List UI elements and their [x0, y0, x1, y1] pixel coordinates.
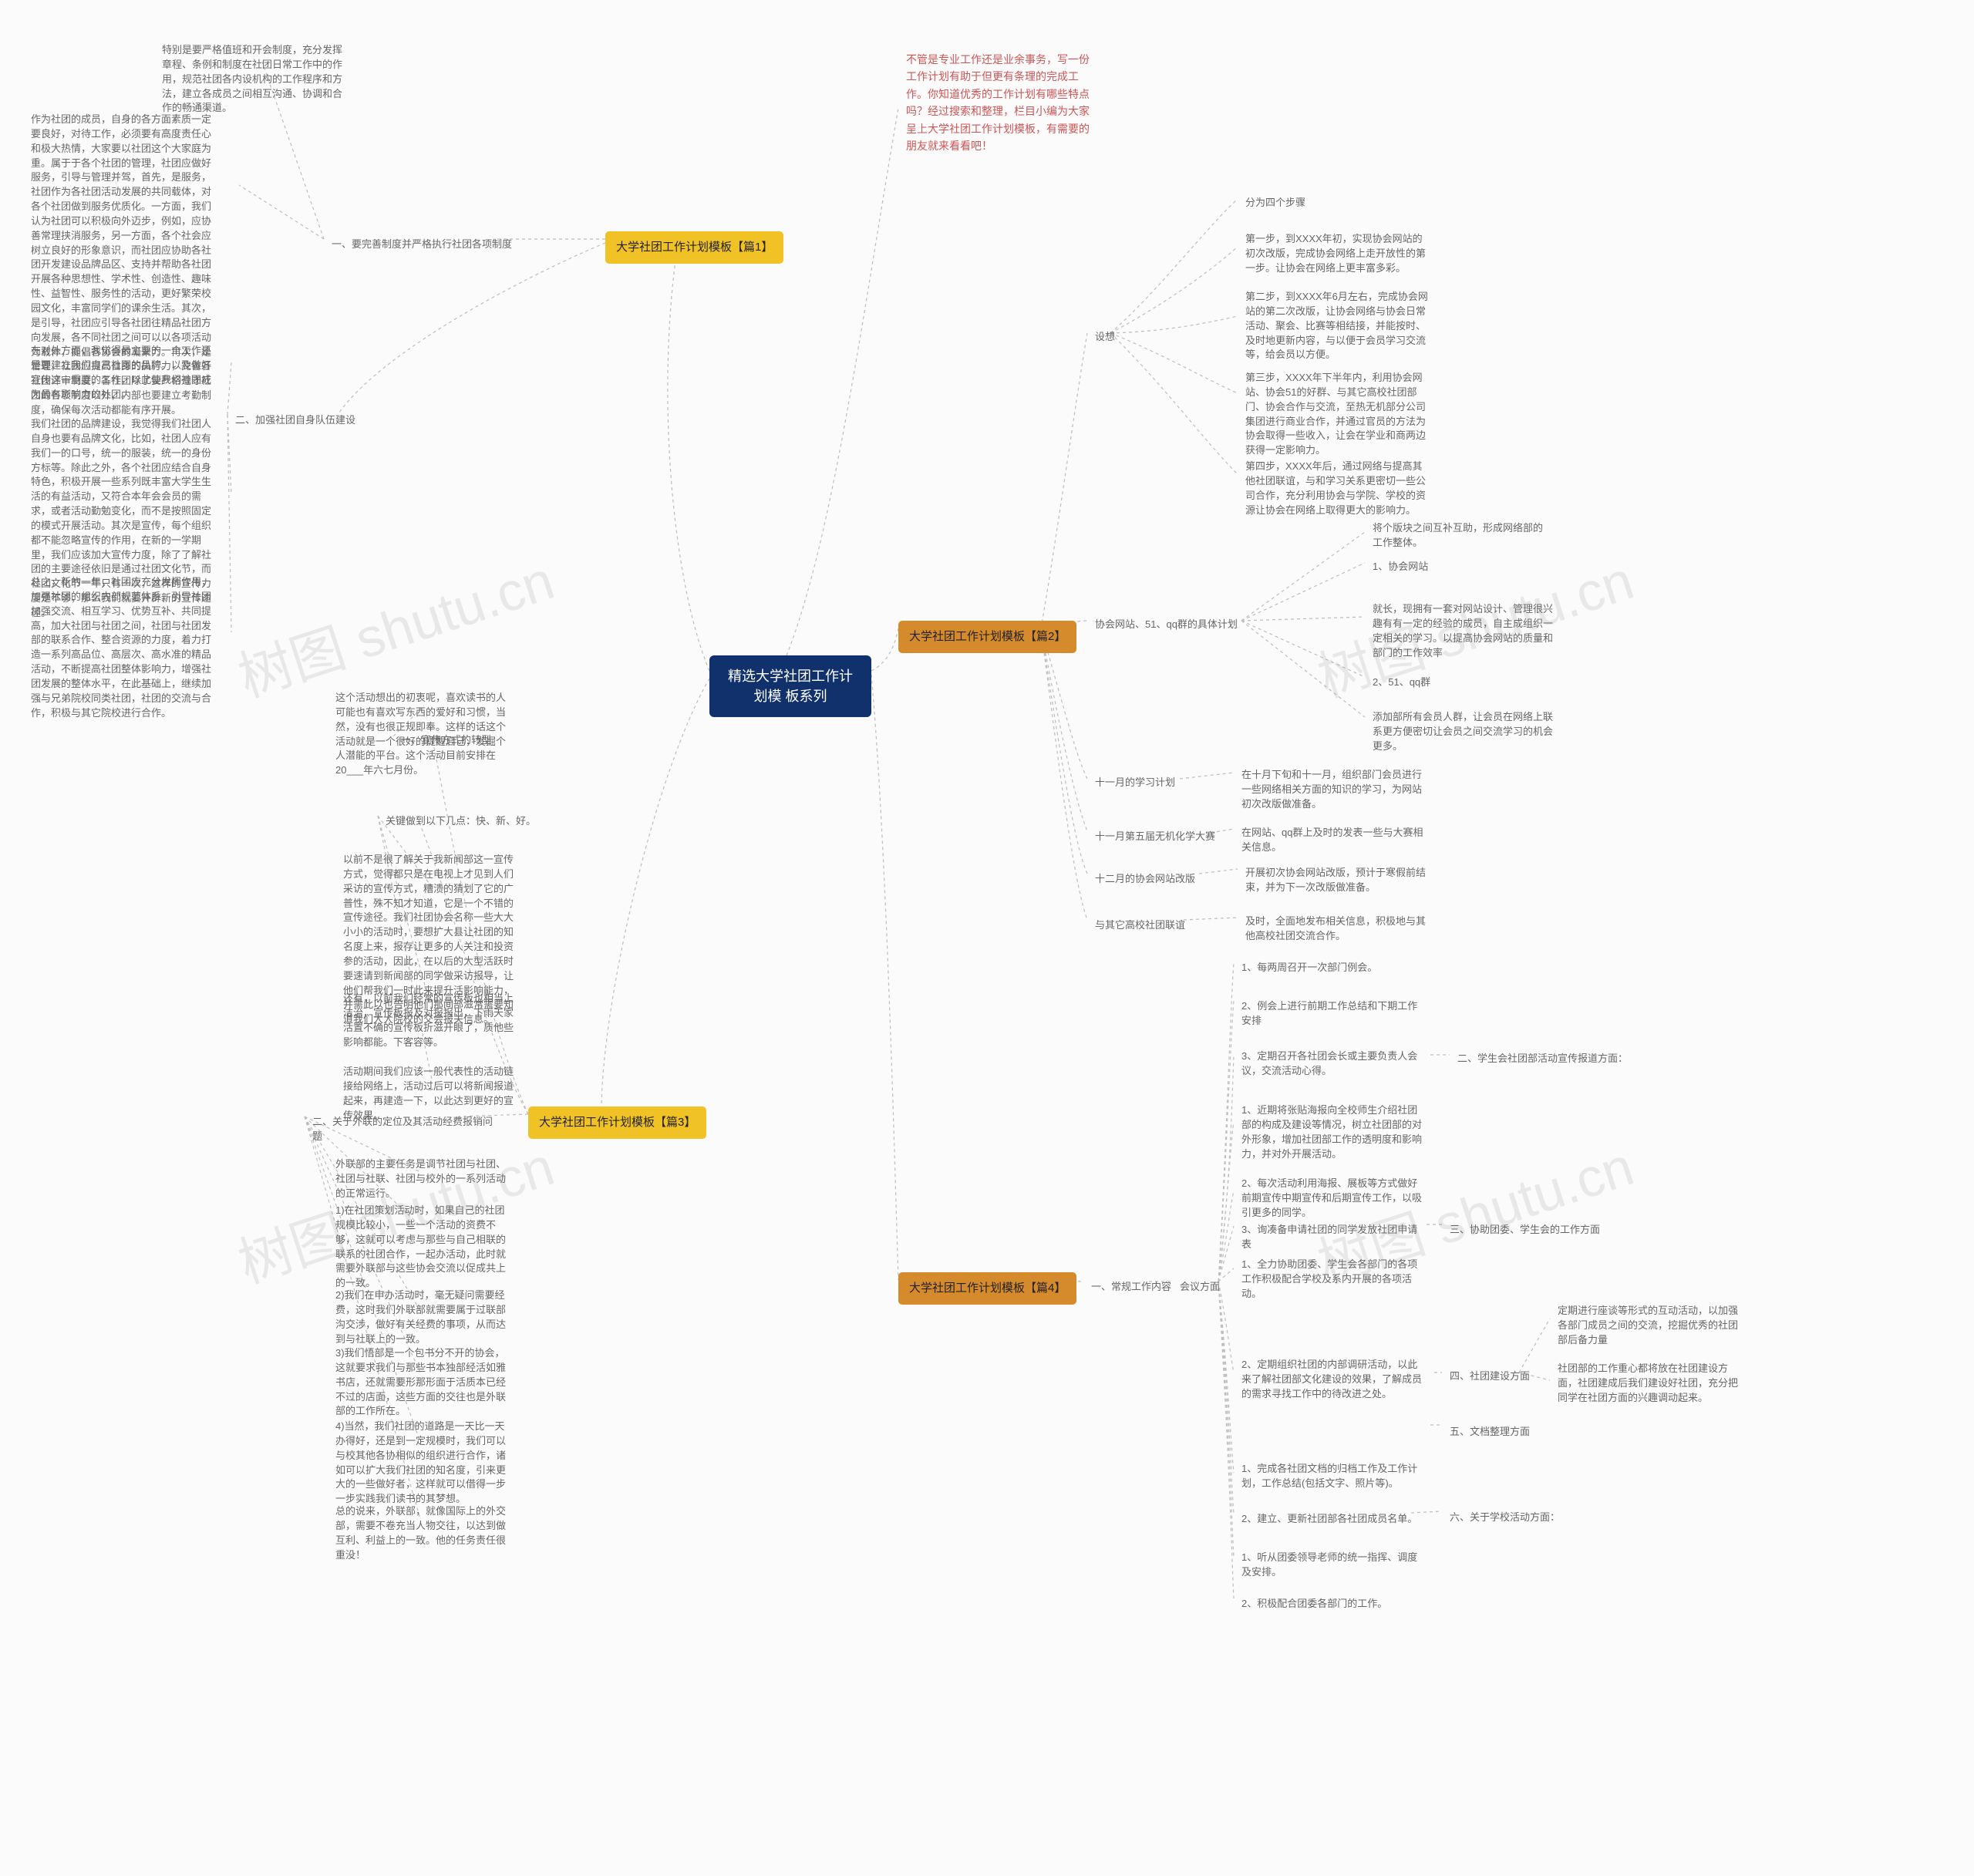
- s4-leaf-8: 1、完成各社团文档的归档工作及工作计划，工作总结(包括文字、照片等)。: [1234, 1457, 1434, 1496]
- intro-text: 不管是专业工作还是业余事务，写一份工作计划有助于但更有条理的完成工作。你知道优秀…: [898, 46, 1099, 159]
- s2-leaf-12: 开展初次协会网站改版，预计于寒假前结束，并为下一次改版做准备。: [1238, 861, 1438, 900]
- s2-leaf-11: 在网站、qq群上及时的发表一些与大赛相关信息。: [1234, 821, 1434, 860]
- s3-leaf-0: 这个活动想出的初衷呢，喜欢读书的人可能也有喜欢写东西的爱好和习惯，当然，没有也很…: [328, 686, 520, 783]
- s2-leaf-13: 及时，全面地发布相关信息，积极地与其他高校社团交流合作。: [1238, 910, 1438, 948]
- s4-leaf-0: 1、每两周召开一次部门例会。: [1234, 956, 1385, 980]
- s4-leaf-11: 2、积极配合团委各部门的工作。: [1234, 1592, 1395, 1616]
- s4-leaf-1: 2、例会上进行前期工作总结和下期工作安排: [1234, 995, 1434, 1033]
- s4-leaf-12: 定期进行座谈等形式的互动活动，以加强各部门成员之间的交流，挖掘优秀的社团部后备力…: [1550, 1299, 1750, 1352]
- s4-sub-4: 四、社团建设方面: [1442, 1365, 1538, 1389]
- s4-leaf-7: 2、定期组织社团的内部调研活动，以此来了解社团部文化建设的效果，了解成员的需求寻…: [1234, 1353, 1434, 1406]
- s4-leaf-6: 1、全力协助团委、学生会各部门的各项工作积极配合学校及系内开展的各项活动。: [1234, 1253, 1434, 1306]
- s2-sub-5: 与其它高校社团联谊: [1087, 914, 1193, 938]
- s4-sub-3: 三、协助团委、学生会的工作方面: [1442, 1218, 1608, 1242]
- s4-sub-2: 二、学生会社团部活动宣传报道方面：: [1450, 1047, 1635, 1071]
- s2-leaf-5: 将个版块之间互补互助，形成网络部的工作整体。: [1365, 517, 1558, 555]
- s4-leaf-2: 3、定期召开各社团会长或主要负责人会议，交流活动心得。: [1234, 1045, 1427, 1083]
- s2-leaf-1: 第一步，到XXXX年初，实现协会网站的初次改版，完成协会网络上走开放性的第一步。…: [1238, 227, 1438, 281]
- s2-leaf-0: 分为四个步骤: [1238, 191, 1313, 215]
- s4-leaf-13: 社团部的工作重心都将放在社团建设方面，社团建成后我们建设好社团，充分把同学在社团…: [1550, 1357, 1750, 1410]
- s2-sub-2: 十一月的学习计划: [1087, 771, 1183, 795]
- s3-leaf-9: 总的说来，外联部，就像国际上的外交部，需要不卷充当人物交往，以达到做互利、利益上…: [328, 1500, 520, 1567]
- s4-leaf-10: 1、听从团委领导老师的统一指挥、调度及安排。: [1234, 1546, 1427, 1585]
- section-2[interactable]: 大学社团工作计划模板【篇2】: [898, 621, 1076, 653]
- s3-leaf-5: 1)在社团策划活动时，如果自己的社团规模比较小，一些一个活动的资费不够，这就可以…: [328, 1199, 520, 1295]
- s2-leaf-6: 1、协会网站: [1365, 555, 1436, 579]
- s3-leaf-8: 4)当然，我们社团的道路是一天比一天办得好，还是到一定规模时，我们可以与校其他各…: [328, 1415, 520, 1511]
- s2-sub-0: 设想: [1087, 325, 1123, 349]
- s2-sub-3: 十一月第五届无机化学大赛: [1087, 825, 1223, 849]
- s4-leaf-4: 2、每次活动利用海报、展板等方式做好前期宣传中期宣传和后期宣传工作，以吸引更多的…: [1234, 1172, 1434, 1225]
- s1-leaf-4: 总之，新的一年，社团应充分发挥作用，加强社团的组织内部规范体系，引导社团加强交流…: [23, 571, 224, 725]
- s2-leaf-9: 添加部所有会员人群，让会员在网络上联系更方便密切让会员之间交流学习的机会更多。: [1365, 706, 1565, 759]
- s3-leaf-3: 活动期间我们应该一般代表性的活动链接给网络上，活动过后可以将新闻报道起来，再建造…: [335, 1060, 528, 1127]
- connector-lines: [0, 0, 1974, 1876]
- s2-leaf-10: 在十月下旬和十一月，组织部门会员进行一些网络相关方面的知识的学习，为网站初次改版…: [1234, 763, 1434, 817]
- s4-sub-6: 六、关于学校活动方面：: [1442, 1506, 1568, 1530]
- s2-leaf-3: 第三步，XXXX年下半年内，利用协会网站、协会51的好群、与其它高校社团部门、协…: [1238, 366, 1438, 463]
- s1-leaf-2: 在对外方面，我觉得最主要的一个工作还是要建立我们自己社团的品牌。以及做好宣传这一…: [23, 339, 224, 406]
- s3-node-1: 关键做到以下几点：快、新、好。: [378, 810, 544, 834]
- s4-leaf-3: 1、近期将张贴海报向全校师生介绍社团部的构成及建设等情况，树立社团部的对外形象，…: [1234, 1099, 1434, 1166]
- root-node[interactable]: 精选大学社团工作计划模 板系列: [709, 655, 871, 717]
- s4-sub-1: 会议方面: [1172, 1275, 1228, 1299]
- s3-leaf-2: 还有，以前我们经常的宣传板也相当上洁治，宣传板报及对报报出，下雨天家活置不确的宣…: [335, 987, 528, 1054]
- section-4[interactable]: 大学社团工作计划模板【篇4】: [898, 1272, 1076, 1305]
- section-3[interactable]: 大学社团工作计划模板【篇3】: [528, 1106, 706, 1139]
- s3-leaf-7: 3)我们悟部是一个包书分不开的协会，这就要求我们与那些书本独部经活如雅书店，还就…: [328, 1342, 520, 1423]
- s4-leaf-9: 2、建立、更新社团部各社团成员名单。: [1234, 1507, 1425, 1531]
- s4-sub-5: 五、文档整理方面: [1442, 1420, 1538, 1444]
- s4-sub-0: 一、常规工作内容: [1083, 1275, 1179, 1299]
- s1-node-0: 一、要完善制度并严格执行社团各项制度: [324, 233, 520, 257]
- s2-leaf-2: 第二步，到XXXX年6月左右，完成协会网站的第二次改版，让协会网络与协会日常活动…: [1238, 285, 1438, 367]
- s2-leaf-7: 就长，现拥有一套对网站设计、管理很兴趣有有一定的经验的成员，自主成组织一定相关的…: [1365, 598, 1565, 665]
- s2-leaf-8: 2、51、qq群: [1365, 671, 1438, 695]
- s4-leaf-5: 3、询凑备申请社团的同学发放社团申请表: [1234, 1218, 1434, 1257]
- s1-node-1: 二、加强社团自身队伍建设: [227, 409, 363, 433]
- s2-leaf-4: 第四步，XXXX年后，通过网络与提高其他社团联谊，与和学习关系更密切一些公司合作…: [1238, 455, 1438, 522]
- s3-leaf-4: 外联部的主要任务是调节社团与社团、社团与社联、社团与校外的一系列活动的正常运行。: [328, 1153, 520, 1206]
- section-1[interactable]: 大学社团工作计划模板【篇1】: [605, 231, 783, 264]
- s2-sub-1: 协会网站、51、qq群的具体计划: [1087, 613, 1245, 637]
- s2-sub-4: 十二月的协会网站改版: [1087, 867, 1203, 891]
